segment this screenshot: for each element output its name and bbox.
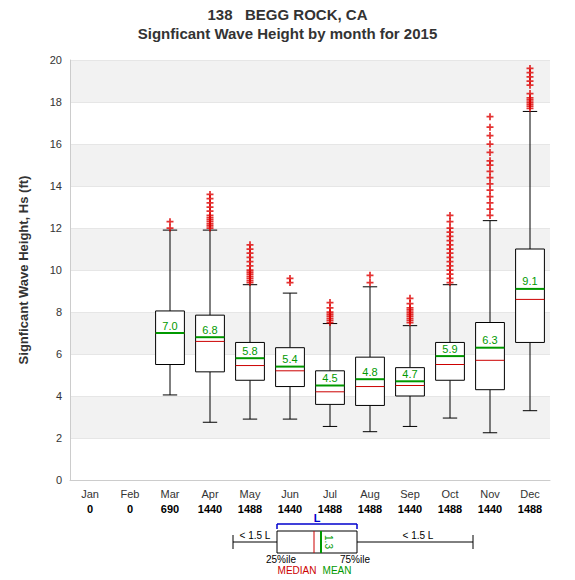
svg-text:1488: 1488 [438, 503, 462, 515]
svg-text:4.8: 4.8 [362, 366, 377, 378]
svg-text:5.8: 5.8 [242, 345, 257, 357]
svg-text:Apr: Apr [201, 488, 218, 500]
svg-text:Feb: Feb [121, 488, 140, 500]
svg-text:75%ile: 75%ile [340, 554, 370, 565]
svg-text:20: 20 [50, 54, 62, 66]
svg-text:4: 4 [56, 390, 62, 402]
svg-text:12: 12 [50, 222, 62, 234]
svg-text:MEDIAN: MEDIAN [278, 565, 317, 576]
svg-text:1440: 1440 [198, 503, 222, 515]
svg-text:4.7: 4.7 [402, 368, 417, 380]
svg-text:1440: 1440 [278, 503, 302, 515]
svg-text:0: 0 [127, 503, 133, 515]
svg-text:1488: 1488 [518, 503, 542, 515]
svg-text:1440: 1440 [478, 503, 502, 515]
svg-text:Jul: Jul [323, 488, 337, 500]
svg-text:8: 8 [56, 306, 62, 318]
svg-text:1488: 1488 [358, 503, 382, 515]
svg-text:Dec: Dec [520, 488, 540, 500]
svg-text:Signficant Wave Height by mont: Signficant Wave Height by month for 2015 [138, 25, 438, 42]
svg-text:4.5: 4.5 [322, 372, 337, 384]
svg-text:< 1.5 L: < 1.5 L [403, 530, 434, 541]
svg-text:Jan: Jan [81, 488, 99, 500]
svg-text:< 1.5 L: < 1.5 L [240, 530, 271, 541]
svg-text:Mar: Mar [161, 488, 180, 500]
svg-text:Aug: Aug [360, 488, 380, 500]
svg-text:7.0: 7.0 [162, 320, 177, 332]
svg-text:5.4: 5.4 [282, 353, 297, 365]
svg-text:14: 14 [50, 180, 62, 192]
svg-text:18: 18 [50, 96, 62, 108]
svg-text:690: 690 [161, 503, 179, 515]
svg-text:5.9: 5.9 [442, 343, 457, 355]
svg-text:16: 16 [50, 138, 62, 150]
svg-text:6: 6 [56, 348, 62, 360]
svg-text:6.3: 6.3 [482, 334, 497, 346]
svg-text:1440: 1440 [398, 503, 422, 515]
svg-text:10: 10 [50, 264, 62, 276]
svg-text:May: May [240, 488, 261, 500]
svg-text:0: 0 [56, 474, 62, 486]
svg-text:0: 0 [87, 503, 93, 515]
svg-text:Oct: Oct [441, 488, 458, 500]
svg-text:1.3: 1.3 [323, 535, 334, 549]
svg-text:2: 2 [56, 432, 62, 444]
svg-text:25%ile: 25%ile [266, 554, 296, 565]
svg-text:1488: 1488 [238, 503, 262, 515]
svg-text:138 BEGG ROCK, CA: 138 BEGG ROCK, CA [207, 6, 367, 23]
svg-text:MEAN: MEAN [323, 565, 352, 576]
svg-text:Sep: Sep [400, 488, 420, 500]
svg-text:1488: 1488 [318, 503, 342, 515]
svg-text:Jun: Jun [281, 488, 299, 500]
svg-text:9.1: 9.1 [522, 275, 537, 287]
svg-text:Nov: Nov [480, 488, 500, 500]
svg-text:6.8: 6.8 [202, 324, 217, 336]
svg-text:L: L [313, 511, 321, 524]
svg-text:Signficant Wave Height, Hs (ft: Signficant Wave Height, Hs (ft) [16, 176, 31, 365]
